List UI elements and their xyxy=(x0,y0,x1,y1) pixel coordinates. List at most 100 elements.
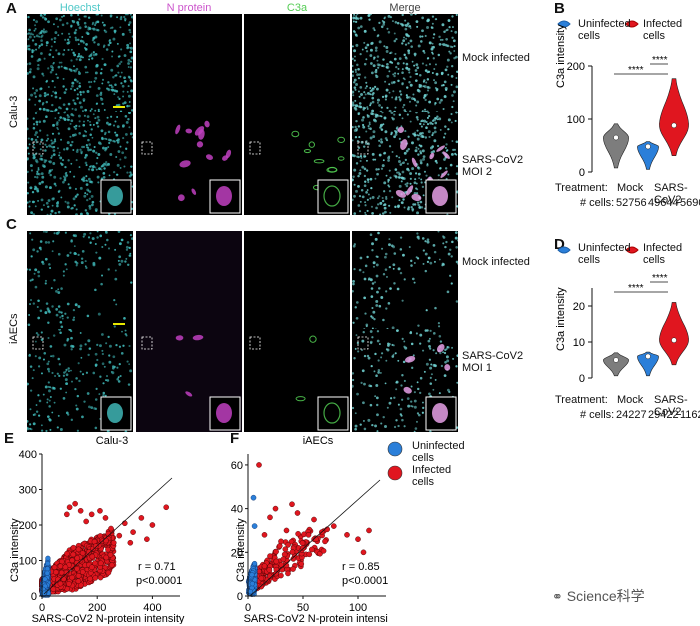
cells-count-uninfected-b: 49644 xyxy=(648,197,679,209)
y-axis-label-f: C3a intensity xyxy=(235,518,247,582)
scatter-point-infected xyxy=(300,545,306,551)
y-tick-label: 0 xyxy=(237,591,243,603)
cells-count-mock-d: 24227 xyxy=(616,409,647,421)
micrograph-sars-a-hoechst xyxy=(27,112,133,215)
micrograph-mock-c-c3a xyxy=(244,231,350,334)
scatter-point-infected xyxy=(322,538,328,545)
y-tick-label: 40 xyxy=(231,504,243,516)
scatter-point-infected xyxy=(366,527,372,534)
treatment-mock-b: Mock xyxy=(617,182,644,194)
micrograph-sars-a-merge xyxy=(352,112,458,215)
wechat-icon: ⚭ xyxy=(552,589,563,604)
scatter-point-uninfected xyxy=(250,494,257,501)
cells-count-uninfected-d: 29422 xyxy=(648,409,679,421)
cells-count-mock-b: 52756 xyxy=(616,197,647,209)
watermark: ⚭ Science科学 xyxy=(552,586,645,606)
legend-uninfected-dot xyxy=(387,441,403,457)
scatter-point-uninfected xyxy=(44,570,50,576)
scatter-point-uninfected xyxy=(249,572,255,578)
scatter-point-infected xyxy=(273,558,280,565)
legend-uninfected-label-b: Uninfected cells xyxy=(578,18,631,42)
sig-star-2-b: **** xyxy=(652,55,668,66)
cell-line-label-calu3: Calu-3 xyxy=(8,95,20,128)
scatter-point-infected xyxy=(272,505,279,512)
panel-letter-b: B xyxy=(554,0,565,17)
scatter-point-infected xyxy=(299,540,306,546)
micrograph-mock-a-merge xyxy=(352,14,458,117)
scatter-point-infected xyxy=(281,551,288,558)
watermark-text: Science科学 xyxy=(566,588,645,604)
scatter-point-infected xyxy=(87,575,93,582)
scatter-point-infected xyxy=(57,580,64,587)
scatter-point-infected xyxy=(70,551,77,558)
legend-uninfected-swatch-b xyxy=(557,20,571,28)
scatter-point-infected xyxy=(107,551,114,558)
scatter-point-infected xyxy=(74,566,80,572)
micrograph-sars-c-c3a xyxy=(244,329,350,432)
scatter-point-infected xyxy=(77,508,84,514)
scatter-point-infected xyxy=(289,501,295,508)
micrograph-mock-c-merge xyxy=(352,231,458,334)
scatter-point-infected xyxy=(83,518,89,525)
y-tick-label: 20 xyxy=(231,547,243,559)
stat-p-e: p<0.0001 xyxy=(136,575,182,587)
scatter-point-infected xyxy=(163,504,169,511)
scatter-point-infected xyxy=(105,546,111,553)
treatment-sars-b: SARS-CoV2 xyxy=(654,182,688,206)
violin-chart-b: C3a intensity 0 100 200 **** **** xyxy=(555,20,689,179)
scatter-point-infected xyxy=(97,560,104,567)
violin-2 xyxy=(659,302,689,366)
scatter-chart-e: Calu-3 C3a intensity SARS-CoV2 N-protein… xyxy=(9,435,185,624)
y-axis-label-b: C3a intensity xyxy=(555,24,567,88)
scatter-point-infected xyxy=(79,569,86,575)
y-tick-label: 0 xyxy=(31,591,37,603)
violin-chart-d: C3a intensity 0 10 20 **** **** xyxy=(555,246,689,385)
legend-infected-label-ef: Infected cells xyxy=(412,464,452,488)
x-tick-label: 0 xyxy=(39,602,45,614)
scatter-point-infected xyxy=(108,525,114,532)
legend-ef-swatches xyxy=(387,441,403,481)
violin-1 xyxy=(637,351,659,377)
scatter-point-infected xyxy=(285,542,291,548)
cells-label-d: # cells: xyxy=(580,409,615,421)
legend-b xyxy=(557,20,639,28)
chart-title-e: Calu-3 xyxy=(96,435,128,447)
condition-label-mock-c: Mock infected xyxy=(462,256,530,268)
panel-letter-e: E xyxy=(4,430,15,447)
x-tick-label: 200 xyxy=(88,602,106,614)
condition-label-mock-a: Mock infected xyxy=(462,52,530,64)
violin-median-2 xyxy=(671,122,677,129)
scatter-point-infected xyxy=(86,549,92,555)
violin-median-2 xyxy=(671,337,677,343)
scatter-point-uninfected xyxy=(251,523,258,529)
scatter-point-infected xyxy=(295,531,301,537)
y-tick-label: 10 xyxy=(573,337,585,349)
violin-1 xyxy=(637,141,659,170)
legend-infected-label-b: Infected cells xyxy=(643,18,683,42)
scatter-point-infected xyxy=(116,532,123,539)
x-tick-label: 100 xyxy=(349,602,367,614)
scatter-point-infected xyxy=(306,551,313,558)
scatter-point-infected xyxy=(88,511,95,518)
treatment-label-d: Treatment: xyxy=(555,394,608,406)
cells-count-infected-d: 1162 xyxy=(680,409,700,421)
scatter-point-infected xyxy=(267,514,273,521)
regression-line-e xyxy=(43,477,173,595)
x-axis-label-e: SARS-CoV2 N-protein intensity xyxy=(32,613,185,624)
sig-star-2-d: **** xyxy=(652,273,668,284)
micrograph-mock-a-c3a xyxy=(244,14,350,117)
scatter-point-infected xyxy=(278,538,284,545)
micrograph-sars-a-n-protein xyxy=(136,112,242,215)
x-axis-label-f: SARS-CoV2 N-protein intensity xyxy=(244,613,388,624)
scatter-point-uninfected xyxy=(42,576,48,582)
violin-0 xyxy=(603,352,629,377)
violin-2 xyxy=(659,78,689,156)
violin-median-1 xyxy=(645,353,651,360)
stat-r-e: r = 0.71 xyxy=(138,561,176,573)
scatter-point-infected xyxy=(64,550,70,557)
scatter-point-infected xyxy=(294,510,301,516)
cells-count-infected-b: 5690 xyxy=(680,197,700,209)
y-tick-label: 300 xyxy=(19,485,37,497)
scatter-point-infected xyxy=(261,563,268,569)
scatter-point-infected xyxy=(273,548,279,555)
